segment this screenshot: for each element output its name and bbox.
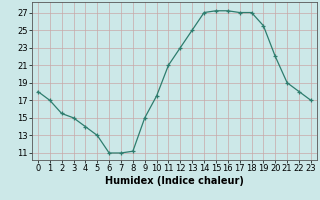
X-axis label: Humidex (Indice chaleur): Humidex (Indice chaleur) [105, 176, 244, 186]
